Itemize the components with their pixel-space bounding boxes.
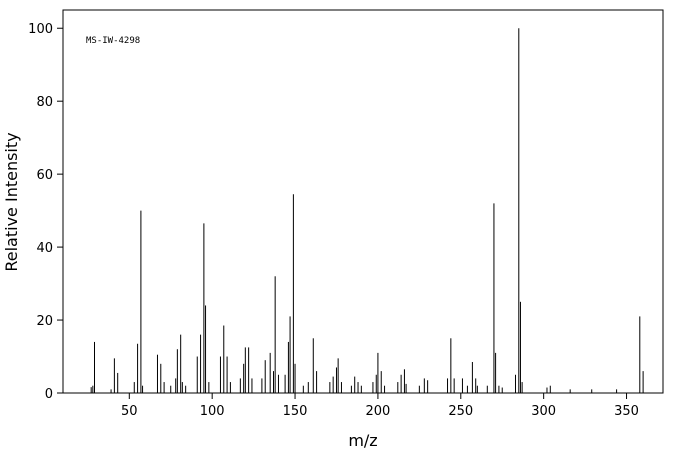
y-tick-label: 80	[36, 95, 53, 110]
plot-frame	[62, 9, 664, 394]
x-tick-label: 200	[366, 404, 391, 419]
spectrum-id: MS-IW-4298	[86, 36, 140, 46]
x-tick-label: 350	[614, 404, 639, 419]
x-tick-label: 150	[283, 404, 308, 419]
x-tick-label: 50	[121, 404, 138, 419]
y-axis-label: Relative Intensity	[2, 132, 21, 271]
x-tick-label: 250	[448, 404, 473, 419]
x-tick-label: 300	[531, 404, 556, 419]
x-tick-label: 100	[200, 404, 225, 419]
x-axis-label: m/z	[348, 431, 377, 450]
y-tick-label: 100	[28, 22, 53, 37]
y-tick-label: 60	[36, 168, 53, 183]
y-tick-label: 40	[36, 241, 53, 256]
y-tick-label: 0	[45, 387, 53, 402]
y-tick-label: 20	[36, 314, 53, 329]
